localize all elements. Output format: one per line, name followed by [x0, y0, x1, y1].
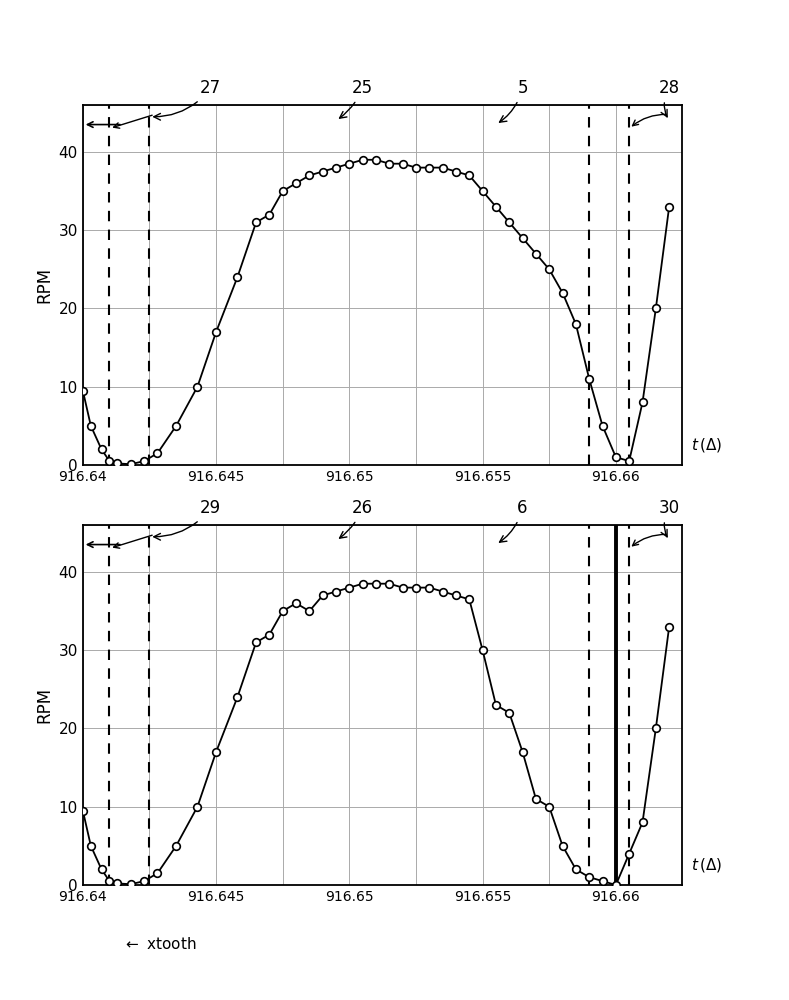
Y-axis label: RPM: RPM [35, 687, 53, 723]
Text: 27: 27 [154, 79, 222, 120]
Text: 6: 6 [499, 499, 528, 542]
Text: 28: 28 [659, 79, 679, 117]
Text: 29: 29 [154, 499, 222, 540]
Text: 30: 30 [659, 499, 679, 537]
Text: 25: 25 [339, 79, 373, 118]
Text: $\leftarrow$ xtooth: $\leftarrow$ xtooth [123, 936, 196, 952]
Y-axis label: RPM: RPM [35, 267, 53, 303]
Text: 5: 5 [499, 79, 528, 122]
Text: $t\,(\Delta)$: $t\,(\Delta)$ [691, 436, 723, 454]
Text: $t\,(\Delta)$: $t\,(\Delta)$ [691, 856, 723, 874]
Text: 26: 26 [339, 499, 373, 538]
